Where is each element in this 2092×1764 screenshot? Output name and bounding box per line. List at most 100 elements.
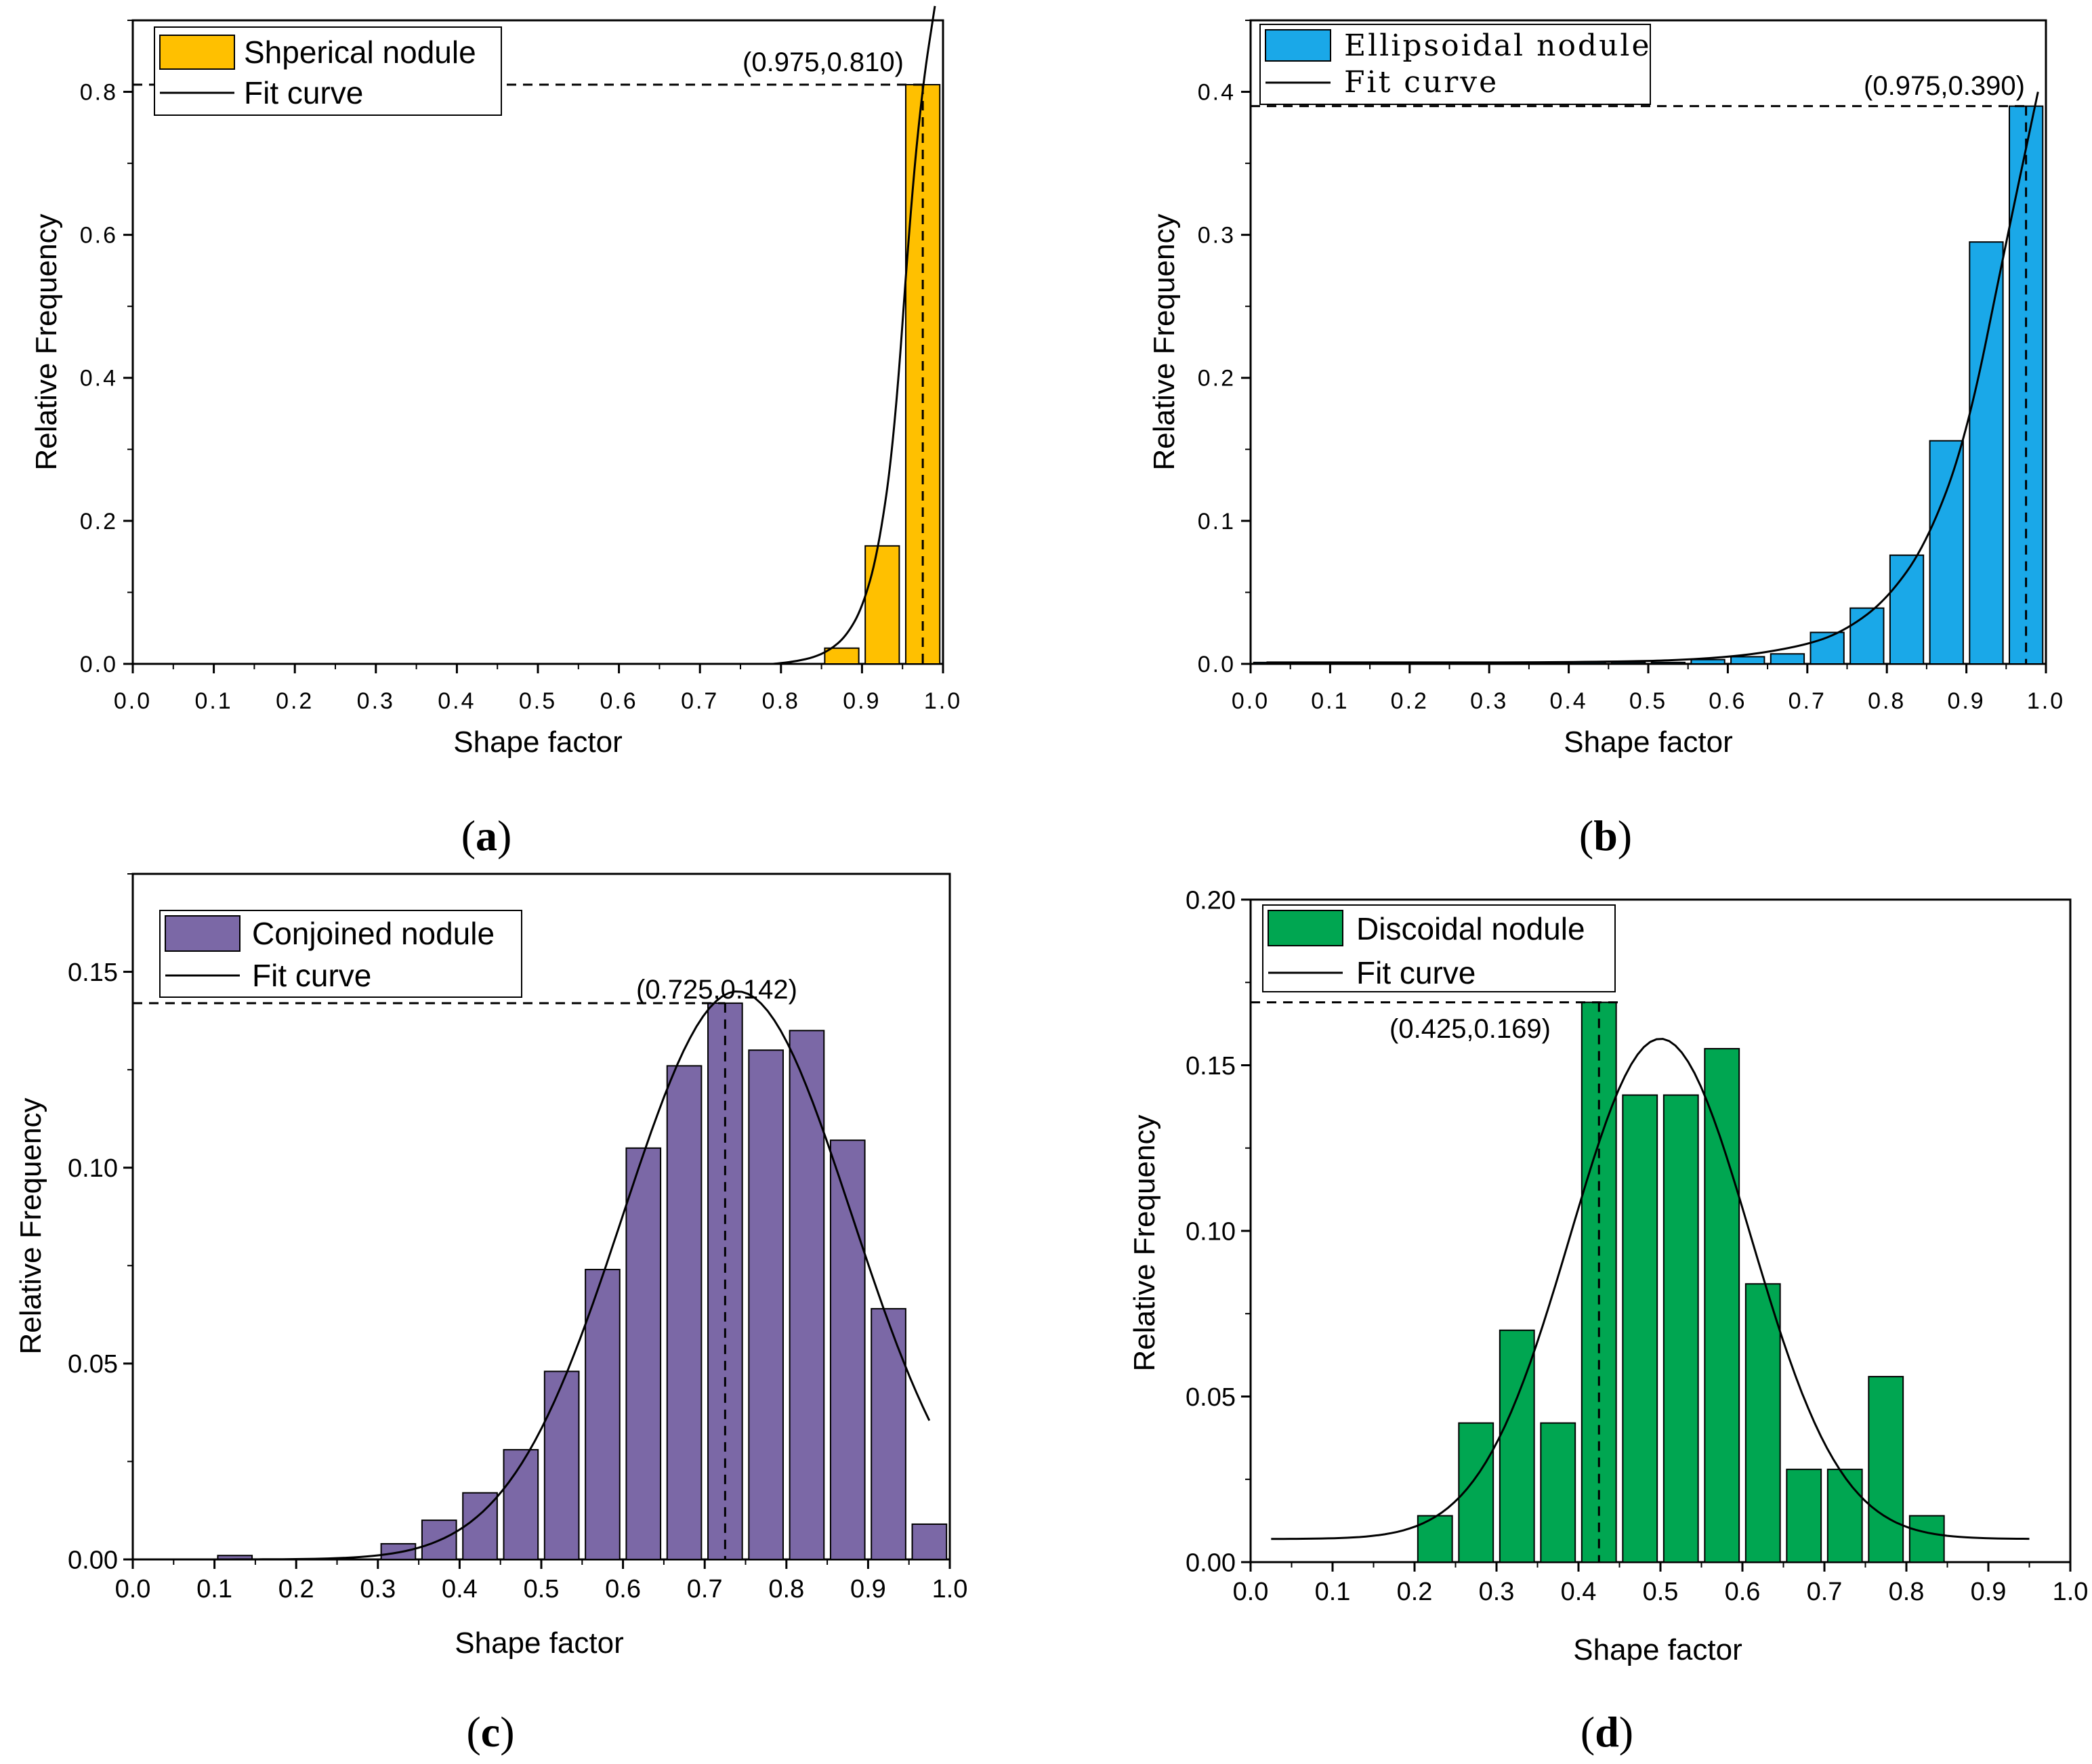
bar <box>1704 1048 1740 1563</box>
legend-bar-label: Shperical nodule <box>244 35 476 70</box>
x-axis-label: Shape factor <box>455 1626 624 1660</box>
y-tick-label: 0.6 <box>80 223 118 249</box>
x-tick-label: 0.0 <box>1232 688 1270 714</box>
y-tick-label: 0.05 <box>68 1350 118 1379</box>
panel-b: (0.975,0.390) 0.0 0.1 0.2 0.3 0.4 0.5 0.6 0.7 0.… <box>1148 19 2063 860</box>
legend-line-label: Fit curve <box>252 958 371 993</box>
legend-bar-label: Ellipsoidal nodule <box>1344 28 1652 63</box>
fit-curve-line <box>1266 91 2039 664</box>
bar <box>1622 1094 1658 1563</box>
x-tick-label: 0.5 <box>519 688 557 714</box>
bar <box>1908 1515 1945 1563</box>
bar <box>1969 241 2004 665</box>
x-axis-label: Shape factor <box>1564 726 1733 759</box>
panel-d: (0.425,0.169) 0.0 0.1 0.2 0.3 0.4 0.5 0.6 0.7 0.… <box>1128 886 2088 1756</box>
x-tick-label: 0.3 <box>1470 688 1508 714</box>
x-tick-label: 0.3 <box>357 688 395 714</box>
x-tick-label: 0.1 <box>1311 688 1349 714</box>
panel-label: (a) <box>461 812 512 860</box>
y-axis-label: Relative Frequency <box>14 1097 47 1354</box>
x-tick-label: 0.2 <box>1397 1578 1433 1606</box>
y-tick-label: 0.10 <box>1186 1217 1236 1246</box>
y-ticks: 0.00 0.05 0.10 0.15 0.20 <box>1186 886 1251 1577</box>
panel-label-letter: c <box>481 1708 500 1756</box>
x-tick-label: 0.0 <box>1233 1578 1269 1606</box>
x-tick-label: 0.6 <box>605 1575 641 1603</box>
x-tick-label: 1.0 <box>924 688 962 714</box>
legend-bar-label: Conjoined nodule <box>252 916 495 951</box>
legend-bar-swatch <box>165 915 240 952</box>
y-tick-label: 0.05 <box>1186 1383 1236 1412</box>
y-ticks: 0.0 0.2 0.4 0.6 0.8 <box>80 20 133 677</box>
x-tick-label: 0.7 <box>1788 688 1826 714</box>
legend-line-label: Fit curve <box>1356 955 1476 990</box>
y-tick-label: 0.10 <box>68 1154 118 1183</box>
x-ticks: 0.0 0.1 0.2 0.3 0.4 0.5 0.6 0.7 0.8 0.9 1.0 <box>114 664 962 714</box>
bar-group <box>1253 105 2044 665</box>
bar <box>503 1449 539 1561</box>
legend-line-label: Fit curve <box>244 75 363 110</box>
fit-curve-line <box>153 990 931 1561</box>
bar <box>829 1139 866 1560</box>
y-axis-label: Relative Frequency <box>30 213 63 470</box>
x-tick-label: 0.9 <box>843 688 881 714</box>
panel-label-letter: a <box>476 812 497 860</box>
x-tick-label: 0.8 <box>768 1575 804 1603</box>
x-tick-label: 0.1 <box>1315 1578 1351 1606</box>
panel-label-close: ) <box>500 1708 514 1756</box>
plot-frame <box>1249 898 2072 1563</box>
bar <box>789 1030 825 1561</box>
panel-c: (0.725,0.142) 0.0 0.1 0.2 0.3 0.4 0.5 0.6 0.7 0.… <box>14 873 968 1756</box>
x-tick-label: 0.3 <box>1479 1578 1515 1606</box>
bar <box>1929 440 1964 665</box>
fit-curve-line <box>1271 1038 2030 1540</box>
x-tick-label: 0.5 <box>524 1575 560 1603</box>
legend-line-label: Fit curve <box>1344 65 1499 100</box>
y-tick-label: 0.20 <box>1186 886 1236 915</box>
panel-label-open: ( <box>1581 1708 1595 1756</box>
peak-annotation: (0.975,0.390) <box>1864 71 2025 101</box>
x-tick-label: 0.6 <box>1709 688 1746 714</box>
legend: Shperical nodule Fit curve <box>154 26 502 116</box>
y-tick-label: 0.15 <box>68 959 118 987</box>
plot-frame <box>131 19 944 665</box>
bar <box>1610 661 1646 665</box>
x-tick-label: 0.8 <box>1868 688 1906 714</box>
x-tick-label: 0.1 <box>196 1575 232 1603</box>
bar <box>666 1065 703 1560</box>
x-tick-label: 0.8 <box>762 688 800 714</box>
panel-label-close: ) <box>1619 1708 1633 1756</box>
x-axis-label: Shape factor <box>1573 1633 1742 1666</box>
y-tick-label: 0.8 <box>80 79 118 105</box>
x-ticks: 0.0 0.1 0.2 0.3 0.4 0.5 0.6 0.7 0.8 0.9 1.0 <box>1233 1562 2088 1606</box>
y-axis-label: Relative Frequency <box>1148 213 1181 470</box>
y-tick-label: 0.2 <box>80 509 118 534</box>
x-tick-label: 0.1 <box>194 688 232 714</box>
x-tick-label: 0.7 <box>1807 1578 1843 1606</box>
y-tick-label: 0.00 <box>68 1546 118 1574</box>
bar <box>1849 607 1885 665</box>
bar <box>1730 656 1765 665</box>
y-tick-label: 0.15 <box>1186 1052 1236 1080</box>
x-tick-label: 1.0 <box>932 1575 968 1603</box>
y-tick-label: 0.0 <box>1198 652 1236 677</box>
bar <box>824 647 860 665</box>
y-tick-label: 0.00 <box>1186 1549 1236 1577</box>
x-tick-label: 0.4 <box>438 688 476 714</box>
x-tick-label: 0.4 <box>442 1575 478 1603</box>
legend: Discoidal nodule Fit curve <box>1262 904 1616 992</box>
bar-group <box>217 1002 948 1561</box>
y-tick-label: 0.0 <box>80 652 118 677</box>
legend-bar-swatch <box>159 35 235 70</box>
legend: Conjoined nodule Fit curve <box>159 910 522 998</box>
y-ticks: 0.00 0.05 0.10 0.15 <box>68 873 133 1574</box>
fit-curve-line <box>772 5 936 665</box>
x-tick-label: 0.8 <box>1889 1578 1925 1606</box>
peak-annotation: (0.975,0.810) <box>742 47 904 77</box>
panel-label-letter: b <box>1593 812 1618 860</box>
y-ticks: 0.0 0.1 0.2 0.3 0.4 <box>1198 20 1251 677</box>
legend: Ellipsoidal nodule Fit curve <box>1259 24 1652 105</box>
bar <box>748 1049 784 1560</box>
peak-annotation: (0.725,0.142) <box>636 975 797 1005</box>
